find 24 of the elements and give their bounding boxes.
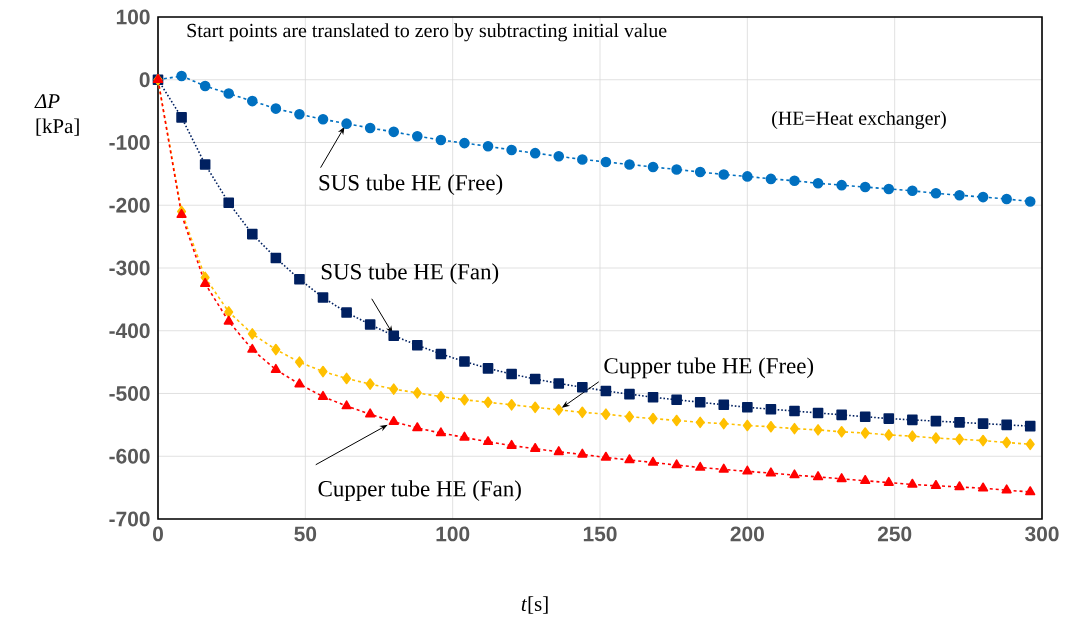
x-tick-label: 300 (1025, 526, 1059, 542)
x-tick-label: 100 (436, 526, 470, 542)
x-axis-title: t[s] (521, 596, 548, 614)
y-tick-label: -200 (109, 197, 150, 213)
x-tick-label: 0 (153, 526, 163, 542)
y-tick-label: -400 (109, 323, 150, 339)
series-label: Cupper tube HE (Fan) (318, 480, 521, 502)
y-tick-label: 0 (139, 72, 150, 88)
series-label: SUS tube HE (Free) (319, 174, 503, 196)
x-tick-label: 200 (730, 526, 764, 542)
y-axis-title: ΔP [kPa] (34, 94, 79, 136)
annotation: (HE=Heat exchanger) (772, 110, 946, 130)
series-label: Cupper tube HE (Free) (604, 357, 814, 379)
y-tick-label: -500 (109, 386, 150, 401)
x-tick-label: 250 (877, 526, 912, 542)
y-tick-label: -100 (109, 135, 150, 150)
x-tick-label: 50 (294, 526, 317, 542)
y-tick-label: 100 (116, 9, 150, 25)
y-tick-label: -300 (109, 260, 150, 276)
annotation: Start points are translated to zero by subtracting initial value (187, 23, 667, 42)
y-tick-label: -700 (109, 511, 150, 527)
y-tick-label: -600 (109, 448, 150, 464)
x-tick-label: 150 (583, 526, 617, 542)
series-label: SUS tube HE (Fan) (321, 263, 499, 285)
